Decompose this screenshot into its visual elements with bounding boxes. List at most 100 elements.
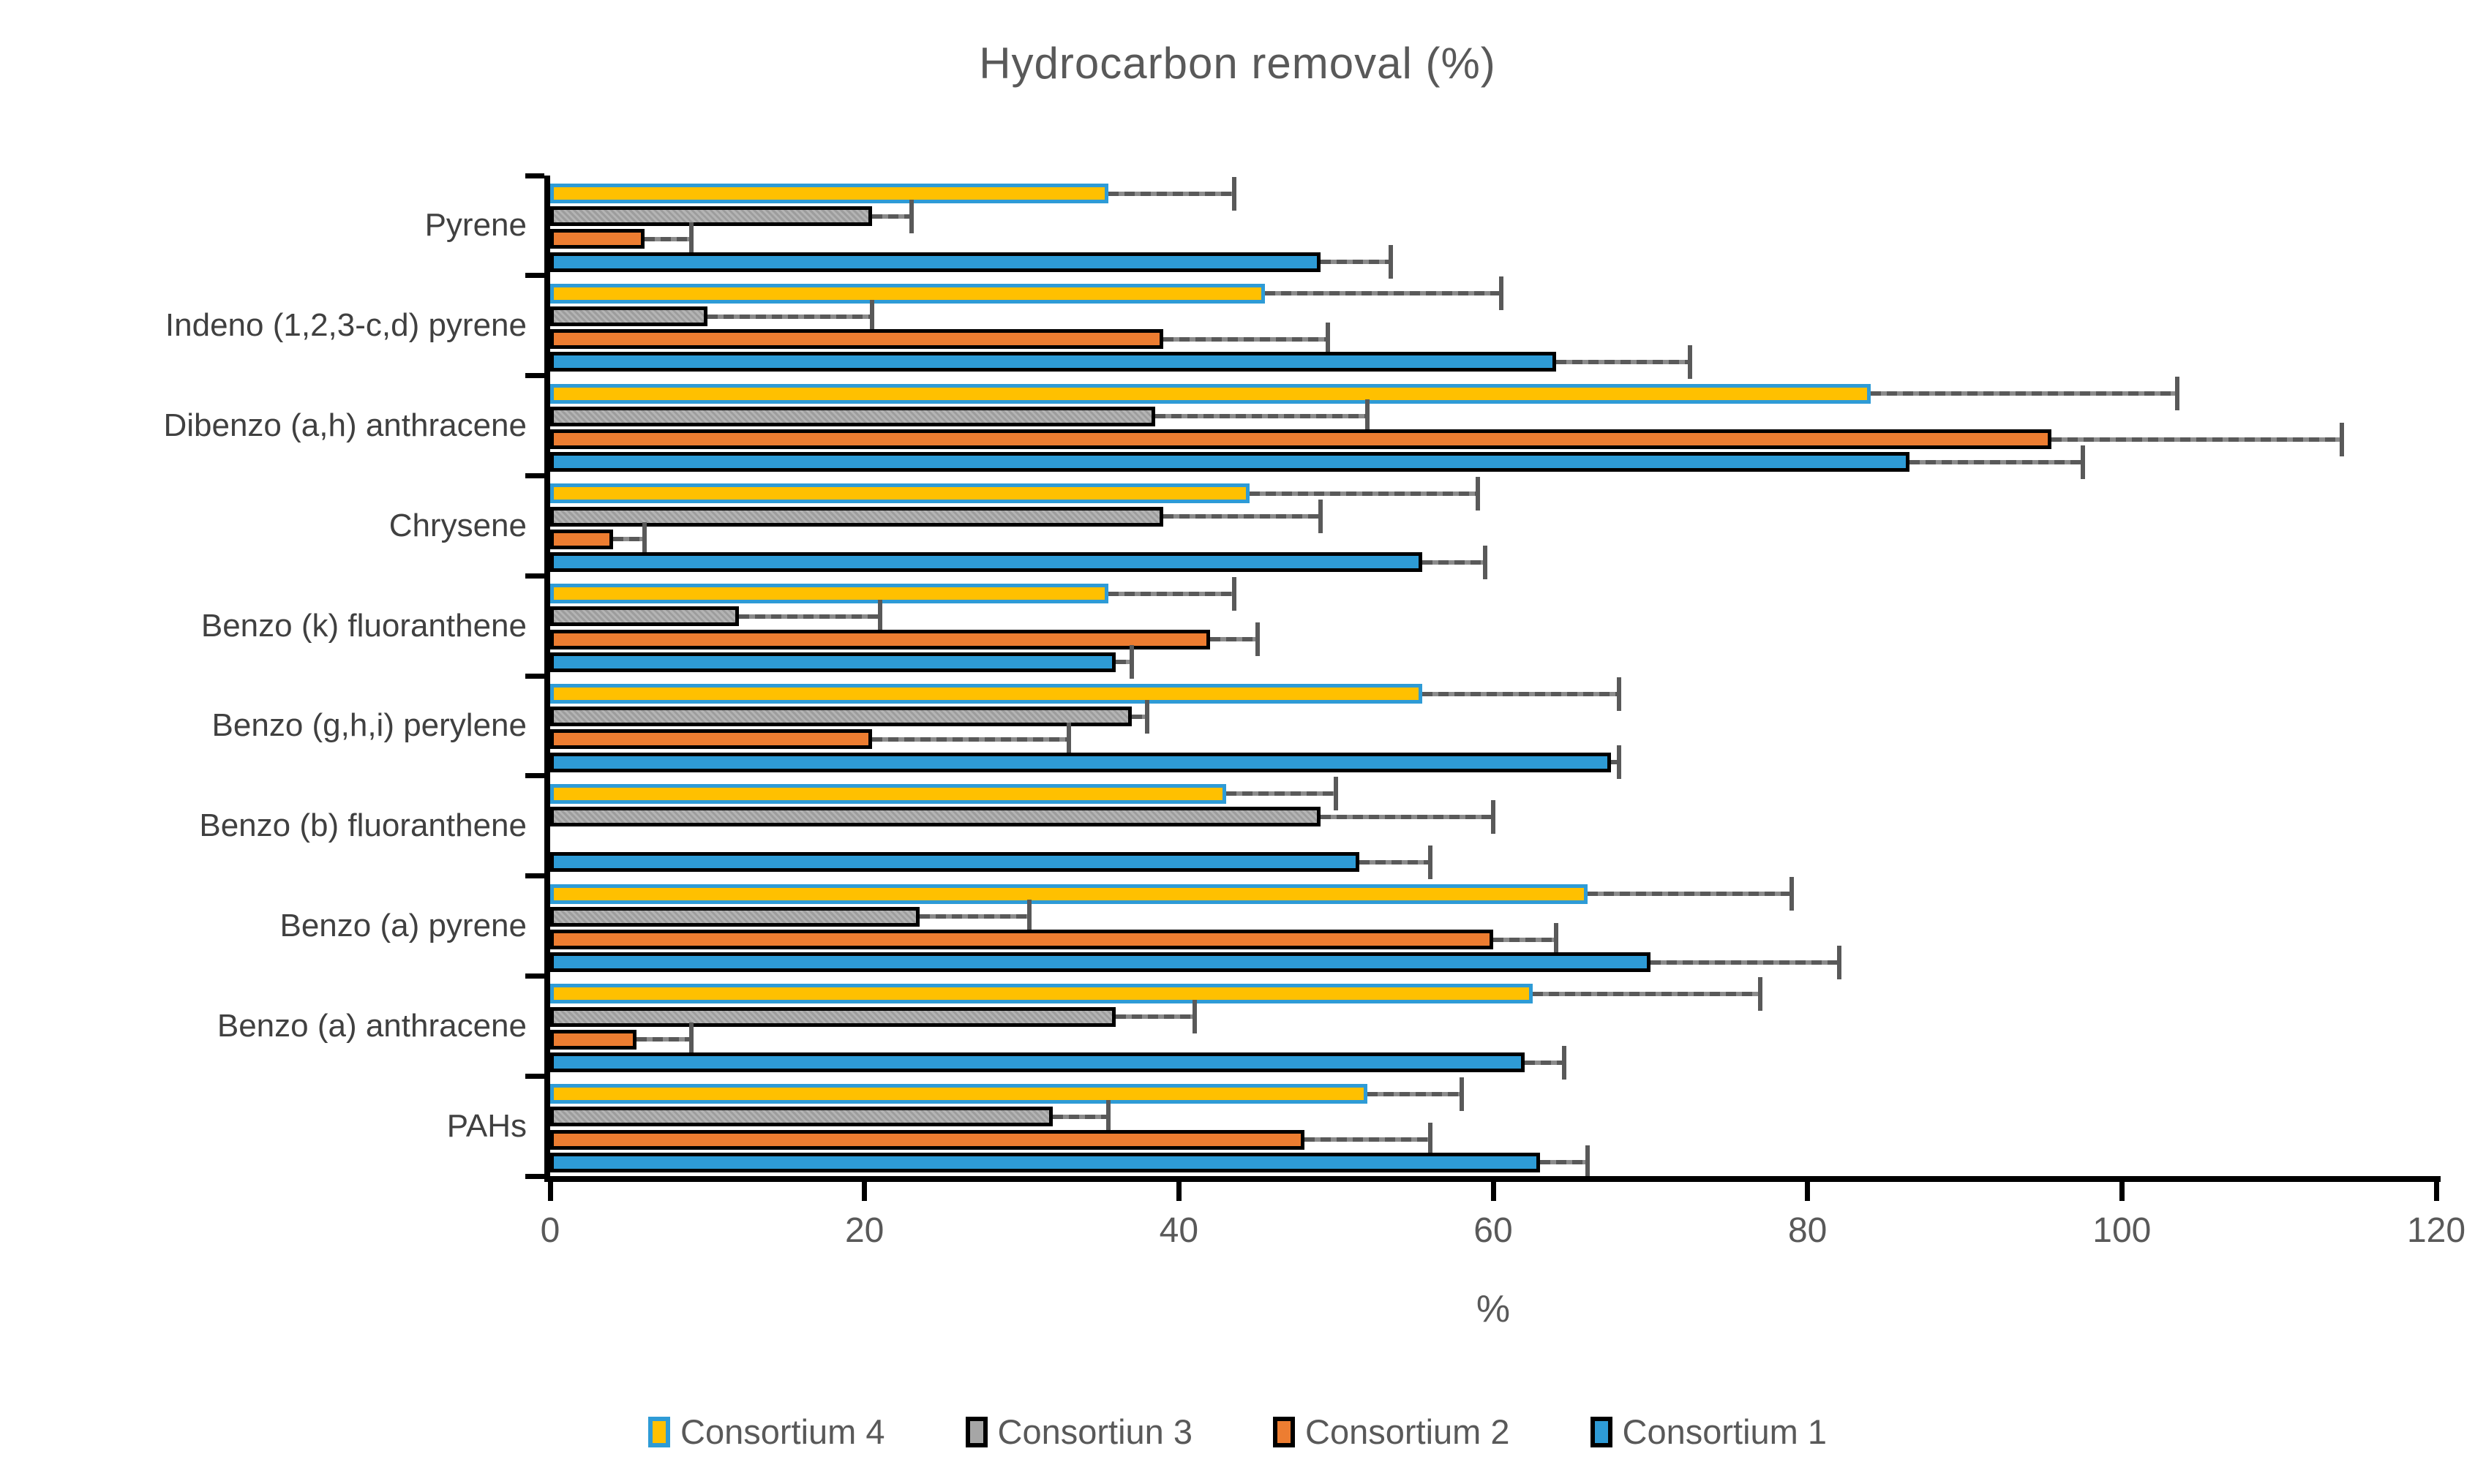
error-bar-whisker (1650, 960, 1839, 965)
bar-consortium-1 (550, 552, 1423, 572)
y-axis-tick (525, 173, 544, 178)
error-bar-cap (2174, 377, 2179, 411)
error-bar-whisker (1320, 260, 1392, 265)
error-bar-whisker (1131, 714, 1148, 719)
error-bar-whisker (1116, 660, 1132, 665)
bar-consortium-1 (550, 852, 1360, 873)
y-axis-tick (525, 773, 544, 779)
legend: Consortium 4 Consortiun 3 Consortium 2 Cons… (0, 1412, 2475, 1452)
error-bar-cap (1498, 276, 1503, 311)
error-bar-cap (1616, 677, 1621, 711)
x-axis-tick (547, 1182, 553, 1201)
bar-consortium-2 (550, 529, 613, 549)
error-bar-cap (1553, 922, 1558, 957)
error-bar-whisker (644, 236, 692, 241)
error-bar-cap (1616, 745, 1621, 780)
error-bar-whisker (612, 537, 645, 542)
y-axis-category-label: Chrysene (388, 507, 527, 543)
error-bar-cap (1231, 576, 1236, 611)
error-bar-whisker (1225, 791, 1337, 796)
error-bar-whisker (1359, 859, 1431, 865)
bar-consortium-2 (550, 1129, 1305, 1150)
bar-consortium-4 (550, 684, 1423, 704)
bar-consortium-2 (550, 930, 1493, 949)
bar-consortiun-3 (550, 1006, 1116, 1027)
bar-consortiun-3 (550, 606, 739, 627)
bar-consortium-2 (550, 329, 1163, 350)
bar-consortium-1 (550, 252, 1321, 272)
error-bar-cap (1428, 845, 1433, 879)
error-bar-cap (1027, 900, 1032, 934)
error-bar-cap (1365, 399, 1370, 434)
error-bar-cap (1066, 722, 1071, 756)
error-bar-cap (1428, 1123, 1433, 1157)
bar-consortiun-3 (550, 406, 1156, 426)
error-bar-cap (870, 299, 875, 334)
error-bar-cap (1129, 645, 1134, 679)
error-bar-whisker (1524, 1060, 1564, 1065)
error-bar-whisker (1053, 1114, 1108, 1119)
x-axis-tick (862, 1182, 868, 1201)
error-bar-whisker (1493, 937, 1556, 942)
error-bar-cap (1231, 176, 1236, 211)
legend-label: Consortium 1 (1622, 1412, 1828, 1451)
bar-consortium-1 (550, 752, 1612, 772)
error-bar-cap (1326, 322, 1331, 356)
error-bar-cap (1836, 945, 1841, 979)
y-axis-category-label: PAHs (446, 1107, 527, 1144)
error-bar-whisker (636, 1037, 692, 1042)
legend-label: Consortium 4 (680, 1412, 885, 1451)
error-bar-cap (1483, 545, 1488, 579)
error-bar-cap (1460, 1077, 1465, 1111)
bar-consortium-4 (550, 584, 1108, 604)
error-bar-cap (689, 1022, 694, 1057)
error-bar-cap (878, 599, 883, 633)
bar-consortium-4 (550, 984, 1533, 1004)
legend-item-consortium-1: Consortium 1 (1590, 1412, 1828, 1452)
x-axis-line (544, 1176, 2441, 1182)
error-bar-whisker (1108, 591, 1234, 596)
bar-consortiun-3 (550, 1107, 1054, 1127)
x-axis-tick-label: 20 (844, 1211, 885, 1250)
x-axis-tick-label: 0 (540, 1211, 560, 1250)
bar-consortium-2 (550, 729, 873, 750)
error-bar-whisker (707, 314, 873, 319)
error-bar-whisker (1422, 560, 1486, 565)
error-bar-whisker (1320, 814, 1493, 819)
bar-consortiun-3 (550, 807, 1321, 826)
error-bar-cap (1389, 245, 1394, 279)
y-axis-tick (525, 1073, 544, 1079)
legend-swatch-icon (965, 1416, 988, 1447)
x-axis-tick (1490, 1182, 1496, 1201)
bar-consortium-2 (550, 629, 1211, 649)
error-bar-whisker (1265, 291, 1501, 296)
x-axis-tick-label: 60 (1473, 1211, 1513, 1250)
bar-consortiun-3 (550, 707, 1132, 727)
bar-consortium-4 (550, 283, 1266, 304)
y-axis-category-label: Benzo (g,h,i) perylene (211, 707, 527, 744)
bar-consortium-2 (550, 429, 2051, 449)
bar-consortium-1 (550, 452, 1910, 472)
y-axis-tick (525, 1173, 544, 1179)
error-bar-whisker (1108, 191, 1234, 196)
legend-swatch-icon (648, 1416, 670, 1447)
bar-consortium-4 (550, 184, 1108, 203)
x-axis-tick-label: 80 (1787, 1211, 1828, 1250)
bar-consortiun-3 (550, 306, 707, 326)
error-bar-whisker (1532, 991, 1761, 996)
y-axis-category-label: Benzo (b) fluoranthene (199, 807, 527, 843)
error-bar-whisker (872, 737, 1069, 742)
bar-consortium-4 (550, 884, 1588, 904)
error-bar-whisker (1587, 892, 1792, 897)
bar-consortium-2 (550, 1029, 637, 1050)
error-bar-cap (2080, 445, 2085, 479)
error-bar-cap (2340, 422, 2345, 456)
error-bar-whisker (738, 614, 881, 619)
y-axis-tick (525, 373, 544, 379)
error-bar-whisker (1367, 1091, 1462, 1096)
bar-consortium-1 (550, 952, 1650, 973)
x-axis-tick (1176, 1182, 1182, 1201)
y-axis-line (544, 176, 550, 1182)
legend-item-consortiun-3: Consortiun 3 (965, 1412, 1193, 1452)
error-bar-cap (1105, 1099, 1111, 1134)
